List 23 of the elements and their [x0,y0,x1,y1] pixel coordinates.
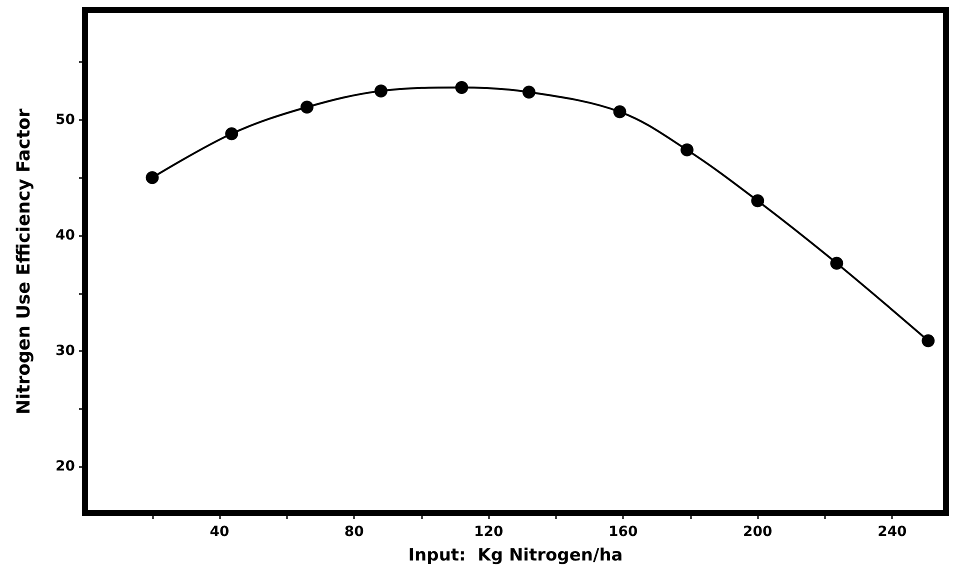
y-axis-title: Nitrogen Use Efficiency Factor [14,108,34,414]
y-tick-label: 40 [56,227,76,244]
point [146,171,159,184]
point [522,86,536,99]
x-tick-label: 120 [474,524,504,540]
x-tick-label: 40 [210,524,230,540]
point [374,84,388,98]
x-tick-label: 240 [878,524,908,540]
y-tick-label: 30 [56,343,76,360]
point [751,194,764,208]
x-tick-label: 160 [608,524,638,540]
point [922,334,935,348]
point [225,127,238,140]
x-axis-title: Input: Kg Nitrogen/ha [408,546,623,566]
x-tick-label: 80 [344,524,364,540]
y-tick-label: 50 [56,112,76,128]
x-tick-label: 200 [743,524,773,540]
point [613,105,626,118]
point [455,80,468,94]
point [680,143,694,156]
y-tick-label: 20 [56,458,76,475]
point [830,256,844,270]
point [300,100,314,114]
